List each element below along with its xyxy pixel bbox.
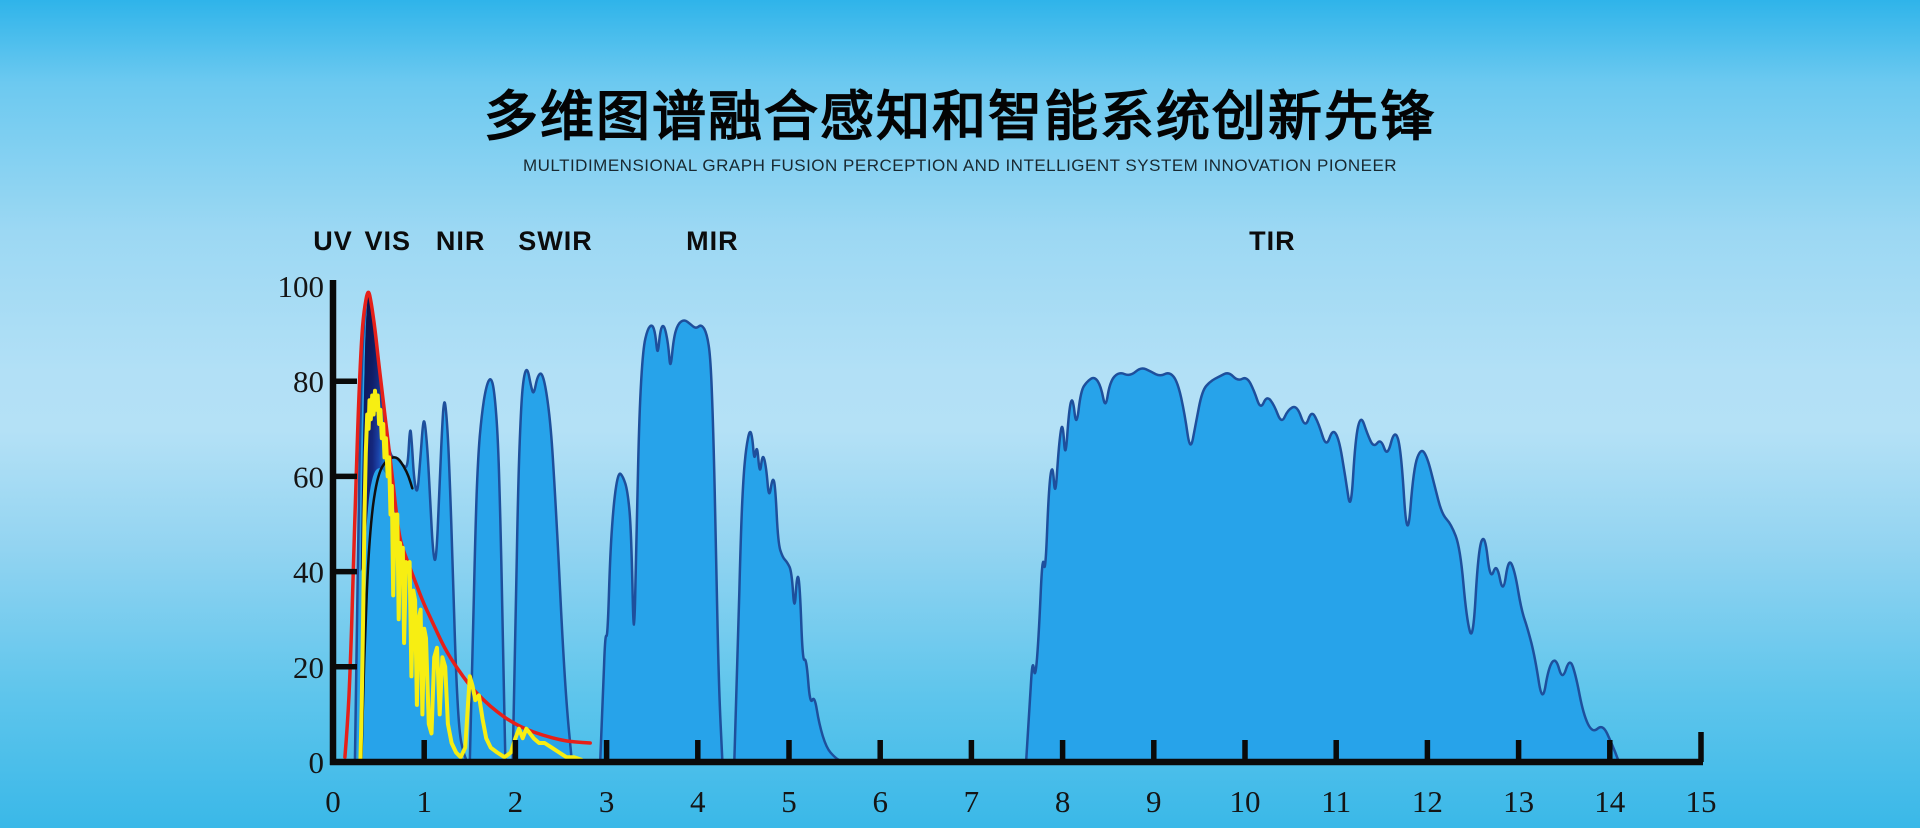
x-tick-label: 5 xyxy=(781,784,797,819)
x-tick-label: 9 xyxy=(1146,784,1162,819)
x-tick-label: 11 xyxy=(1321,784,1351,819)
spectral-band-labels: UV VIS NIR SWIR MIR TIR xyxy=(313,226,1296,256)
band-label-nir: NIR xyxy=(436,226,486,256)
x-tick-label: 15 xyxy=(1686,784,1717,819)
transmission-windows-path xyxy=(353,293,1621,764)
y-tick-label: 40 xyxy=(293,555,324,590)
page-title: 多维图谱融合感知和智能系统创新先锋 xyxy=(484,87,1436,147)
band-label-tir: TIR xyxy=(1249,226,1296,256)
x-tick-label: 14 xyxy=(1594,784,1626,819)
band-label-swir: SWIR xyxy=(518,226,593,256)
transmission-windows-area xyxy=(353,293,1621,764)
x-axis-labels: 0 1 2 3 4 5 6 7 8 9 10 11 12 13 14 15 xyxy=(325,784,1716,819)
x-tick-label: 12 xyxy=(1412,784,1443,819)
x-tick-label: 3 xyxy=(599,784,615,819)
y-axis-labels: 0 20 40 60 80 100 xyxy=(278,269,325,780)
x-tick-label: 1 xyxy=(416,784,432,819)
x-tick-label: 13 xyxy=(1503,784,1534,819)
band-label-uv: UV xyxy=(313,226,353,256)
spectral-curves xyxy=(343,290,592,764)
y-tick-label: 80 xyxy=(293,364,324,399)
y-tick-label: 100 xyxy=(278,269,325,304)
x-tick-label: 8 xyxy=(1055,784,1071,819)
x-tick-label: 10 xyxy=(1230,784,1261,819)
y-tick-label: 0 xyxy=(309,745,325,780)
x-tick-label: 4 xyxy=(690,784,706,819)
solar-irradiance-at-ground-curve xyxy=(358,388,584,764)
x-tick-label: 0 xyxy=(325,784,341,819)
page-subtitle: MULTIDIMENSIONAL GRAPH FUSION PERCEPTION… xyxy=(522,156,1398,175)
x-tick-label: 6 xyxy=(872,784,888,819)
axes xyxy=(329,280,1704,766)
y-tick-label: 60 xyxy=(293,459,324,494)
x-tick-label: 7 xyxy=(964,784,980,819)
x-tick-label: 2 xyxy=(508,784,524,819)
surface-scatter-envelope-curve xyxy=(360,456,414,764)
y-tick-label: 20 xyxy=(293,650,324,685)
band-label-mir: MIR xyxy=(686,226,739,256)
band-label-vis: VIS xyxy=(364,226,411,256)
